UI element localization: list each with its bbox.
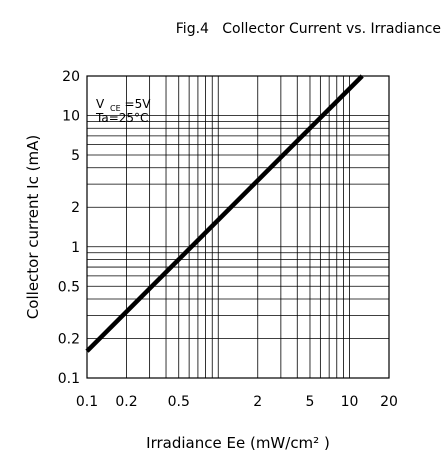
condition-annotation: V CE =5V Ta=25°C (95, 97, 151, 125)
condition-ta: Ta=25°C (95, 111, 148, 125)
condition-v: V (96, 97, 105, 111)
y-tick-label: 0.5 (58, 279, 80, 295)
condition-v-subscript: CE (110, 104, 121, 113)
plot-frame (86, 75, 390, 379)
chart-title: Fig.4 Collector Current vs. Irradiance (176, 21, 441, 37)
y-tick-label: 2 (71, 200, 80, 216)
x-tick-label: 0.2 (115, 394, 137, 410)
x-tick-label: 10 (341, 394, 359, 410)
x-tick-label: 20 (380, 394, 398, 410)
x-tick-label: 0.1 (76, 394, 98, 410)
x-axis-label: Irradiance Ee (mW/cm² ) (146, 434, 330, 452)
x-tick-labels: 0.1 0.2 0.5 2 5 10 20 (76, 394, 398, 410)
y-tick-labels: 0.1 0.2 0.5 1 2 5 10 20 (58, 69, 80, 387)
y-tick-label: 5 (71, 148, 80, 164)
svg-text:V CE =5V: V CE =5V (96, 97, 151, 114)
y-tick-label: 10 (62, 109, 80, 125)
y-tick-label: 0.1 (58, 371, 80, 387)
vertical-grid (126, 76, 350, 378)
y-tick-label: 0.2 (58, 331, 80, 347)
x-tick-label: 0.5 (168, 394, 190, 410)
y-axis-label: Collector current Ic (mA) (24, 135, 42, 319)
x-tick-label: 2 (253, 394, 262, 410)
y-tick-label: 1 (71, 240, 80, 256)
y-tick-label: 20 (62, 69, 80, 85)
condition-v-value: =5V (125, 97, 152, 111)
series-line (85, 74, 364, 353)
horizontal-grid (87, 115, 389, 339)
x-tick-label: 5 (306, 394, 315, 410)
